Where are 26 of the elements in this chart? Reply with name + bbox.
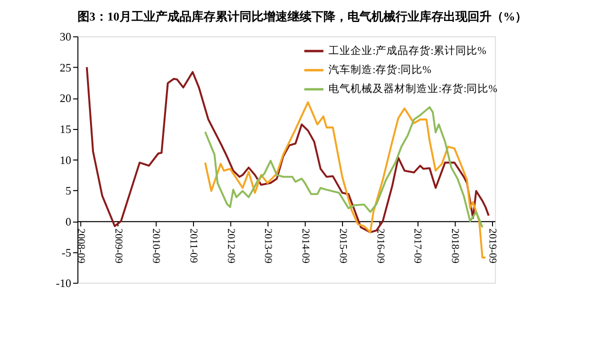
y-tick-label: 20 <box>60 93 72 106</box>
y-tick-label: 25 <box>60 62 72 74</box>
y-tick-label: 5 <box>65 186 72 198</box>
x-tick-label: 2009-09 <box>112 228 124 264</box>
x-tick-label: 2017-09 <box>412 228 423 264</box>
x-tick-label: 2019-09 <box>486 228 498 264</box>
x-tick-label: 2012-09 <box>224 228 236 264</box>
y-tick-label: -5 <box>62 247 72 260</box>
y-tick-label: 15 <box>60 124 72 136</box>
x-tick-label: 2018-09 <box>449 228 460 264</box>
x-tick-label: 2014-09 <box>299 228 310 264</box>
line-series <box>204 106 484 228</box>
x-tick-label: 2011-09 <box>187 228 198 263</box>
legend-label: 电气机械及器材制造业:存货:同比% <box>328 82 498 96</box>
x-tick-label: 2008-09 <box>75 228 86 264</box>
y-tick-label: 10 <box>60 154 72 167</box>
y-tick-label: -10 <box>56 278 72 290</box>
chart-title: 图3：10月工业产成品库存累计同比增速继续下降，电气机械行业库存出现回升（%） <box>77 10 528 24</box>
x-tick-label: 2016-09 <box>374 228 386 264</box>
legend-label: 汽车制造:存货:同比% <box>328 63 432 76</box>
x-tick-label: 2015-09 <box>336 228 348 264</box>
x-tick-label: 2010-09 <box>150 228 161 264</box>
x-tick-label: 2013-09 <box>262 228 274 264</box>
legend-label: 工业企业:产成品存货:累计同比% <box>328 44 486 57</box>
y-tick-label: 30 <box>60 32 72 44</box>
y-tick-label: 0 <box>65 216 72 228</box>
